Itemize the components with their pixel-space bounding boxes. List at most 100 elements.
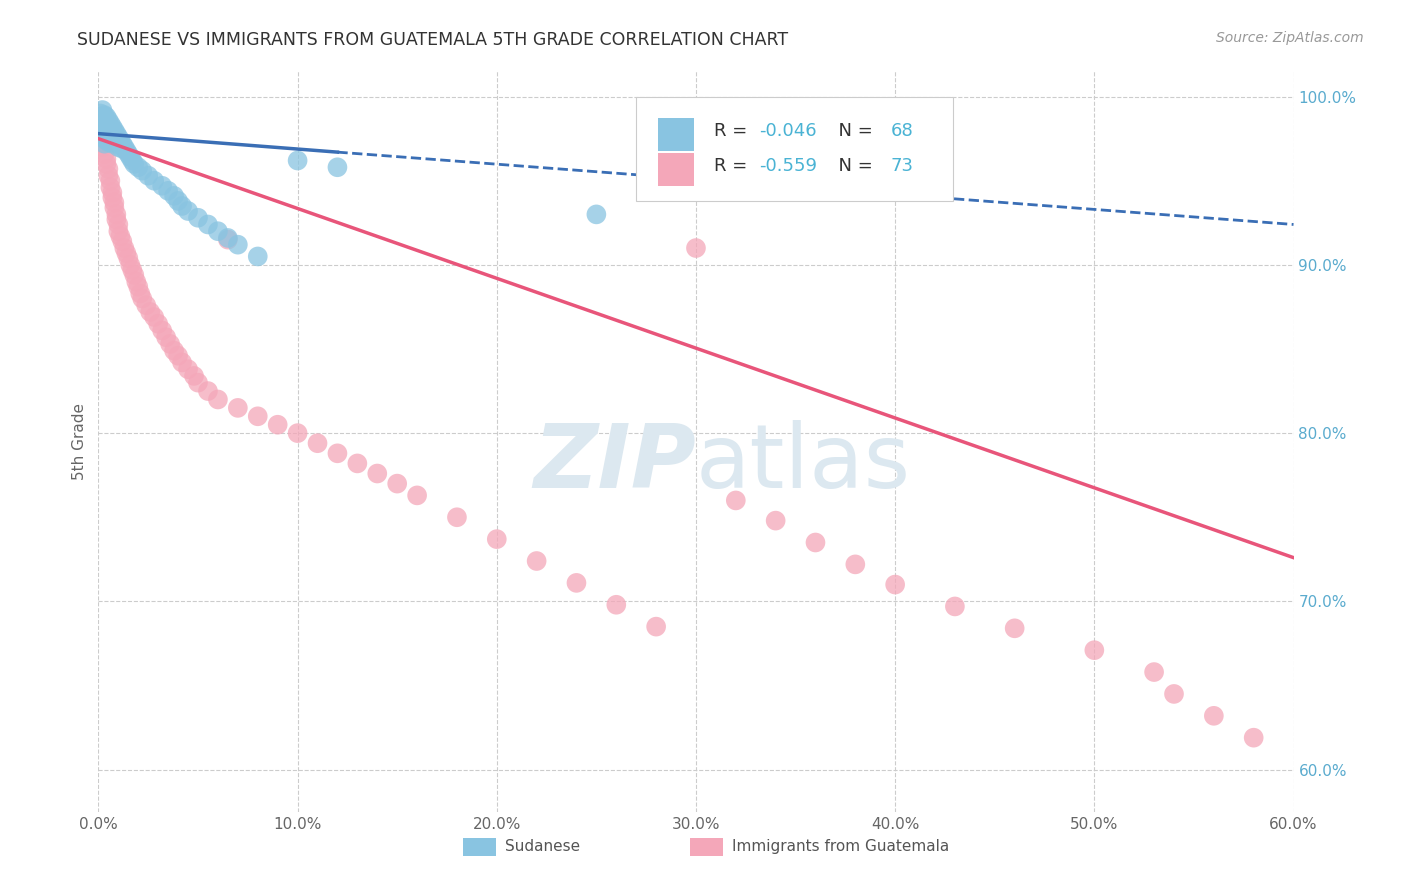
- Point: [96, 157, 118, 171]
- Point: [111, 136, 134, 151]
- Text: 68: 68: [891, 121, 914, 139]
- Point: [127, 161, 149, 175]
- Point: [93, 125, 115, 139]
- Point: [91, 103, 114, 117]
- Point: [406, 488, 429, 502]
- Point: [101, 120, 124, 134]
- Text: 73: 73: [891, 157, 914, 175]
- Point: [177, 362, 200, 376]
- Point: [101, 136, 124, 151]
- Point: [131, 163, 153, 178]
- Point: [217, 233, 239, 247]
- Point: [89, 115, 111, 129]
- Point: [97, 161, 120, 176]
- FancyBboxPatch shape: [658, 153, 693, 186]
- Point: [98, 180, 122, 194]
- Text: ZIP: ZIP: [533, 420, 696, 508]
- Point: [1163, 687, 1185, 701]
- Point: [97, 113, 120, 128]
- Point: [93, 131, 115, 145]
- Point: [93, 136, 115, 151]
- FancyBboxPatch shape: [463, 838, 496, 856]
- Point: [150, 178, 173, 193]
- Point: [685, 241, 707, 255]
- Point: [1004, 621, 1026, 635]
- Point: [844, 558, 866, 572]
- Point: [326, 161, 349, 175]
- Point: [111, 142, 134, 156]
- Point: [101, 190, 124, 204]
- Point: [804, 535, 827, 549]
- Point: [135, 298, 157, 312]
- Point: [172, 355, 194, 369]
- Point: [226, 401, 249, 415]
- Point: [103, 201, 125, 215]
- Point: [97, 135, 120, 149]
- Point: [110, 138, 132, 153]
- Point: [96, 110, 118, 124]
- Point: [139, 305, 162, 319]
- Point: [101, 131, 124, 145]
- Text: Immigrants from Guatemala: Immigrants from Guatemala: [733, 839, 949, 854]
- Point: [98, 128, 122, 143]
- Point: [110, 229, 132, 244]
- Point: [143, 310, 166, 324]
- Point: [150, 324, 173, 338]
- Text: Sudanese: Sudanese: [505, 839, 579, 854]
- Point: [217, 231, 239, 245]
- Point: [129, 286, 152, 301]
- Point: [105, 127, 128, 141]
- Point: [172, 199, 194, 213]
- Point: [157, 184, 180, 198]
- Point: [346, 457, 368, 471]
- Point: [93, 108, 115, 122]
- Point: [110, 133, 132, 147]
- Point: [107, 140, 129, 154]
- Point: [93, 146, 115, 161]
- Point: [207, 392, 229, 407]
- Point: [645, 619, 668, 633]
- Point: [124, 268, 146, 282]
- Y-axis label: 5th Grade: 5th Grade: [72, 403, 87, 480]
- Point: [287, 426, 309, 441]
- Point: [91, 112, 114, 126]
- Point: [96, 121, 118, 136]
- Point: [366, 467, 388, 481]
- Point: [1243, 731, 1265, 745]
- Point: [246, 250, 269, 264]
- Point: [97, 169, 120, 183]
- Text: SUDANESE VS IMMIGRANTS FROM GUATEMALA 5TH GRADE CORRELATION CHART: SUDANESE VS IMMIGRANTS FROM GUATEMALA 5T…: [77, 31, 789, 49]
- Point: [385, 476, 409, 491]
- Point: [446, 510, 468, 524]
- Point: [121, 263, 143, 277]
- Point: [98, 121, 122, 136]
- Point: [89, 110, 111, 124]
- Text: N =: N =: [827, 157, 879, 175]
- Point: [107, 224, 129, 238]
- Point: [163, 189, 186, 203]
- Point: [120, 258, 142, 272]
- Point: [107, 130, 129, 145]
- Point: [1202, 708, 1225, 723]
- Point: [121, 153, 143, 168]
- Point: [98, 133, 122, 147]
- Point: [884, 577, 907, 591]
- Point: [131, 292, 153, 306]
- Point: [177, 204, 200, 219]
- Point: [307, 436, 329, 450]
- Point: [326, 446, 349, 460]
- Text: N =: N =: [827, 121, 879, 139]
- Point: [112, 241, 135, 255]
- Point: [605, 598, 627, 612]
- Point: [96, 127, 118, 141]
- Point: [287, 153, 309, 168]
- Point: [124, 157, 146, 171]
- Point: [111, 235, 134, 249]
- Point: [91, 123, 114, 137]
- Point: [267, 417, 290, 432]
- FancyBboxPatch shape: [637, 97, 953, 201]
- Point: [1083, 643, 1105, 657]
- FancyBboxPatch shape: [658, 118, 693, 151]
- Point: [112, 140, 135, 154]
- Text: R =: R =: [714, 121, 752, 139]
